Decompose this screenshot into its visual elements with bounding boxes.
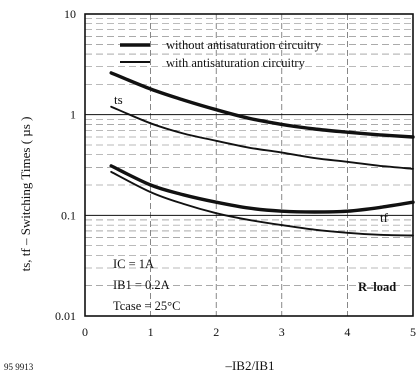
- y-tick-label: 1: [70, 108, 76, 122]
- legend-label-with: with antisaturation circuitry: [166, 56, 306, 70]
- curve-tf-with-antisaturation-circuitry: [110, 170, 414, 237]
- y-tick-label: 0.01: [55, 309, 76, 323]
- x-axis-label: –IB2/IB1: [224, 358, 274, 373]
- curve-ts-with-antisaturation-circuitry: [110, 105, 414, 170]
- y-tick-label: 0.1: [61, 208, 76, 222]
- x-tick-label: 2: [213, 325, 219, 339]
- curve-tf-without-antisaturation-circuitry: [109, 164, 415, 214]
- plot-frame: [84, 13, 414, 317]
- x-tick-label: 5: [410, 325, 416, 339]
- legend-label-without: without antisaturation circuitry: [166, 38, 322, 52]
- curve-label-tf: tf: [380, 210, 389, 225]
- x-tick-label: 4: [344, 325, 350, 339]
- condition-ib1: IB1 = 0.2A: [113, 278, 170, 292]
- x-tick-label: 0: [82, 325, 88, 339]
- x-tick-label: 3: [279, 325, 285, 339]
- test-conditions: IC = 1A IB1 = 0.2A Tcase = 25°C: [113, 257, 180, 313]
- curve-ts-without-antisaturation-circuitry: [109, 71, 415, 139]
- figure-code: 95 9913: [4, 362, 34, 372]
- y-axis-label: ts, tf – Switching Times ( µs ): [18, 117, 33, 272]
- grid-lines: [85, 14, 413, 316]
- tick-labels: 0 1 2 3 4 5 0.01 0.1 1 10: [55, 7, 416, 339]
- curve-label-ts: ts: [114, 92, 123, 107]
- condition-ic: IC = 1A: [113, 257, 154, 271]
- x-tick-label: 1: [148, 325, 154, 339]
- y-tick-label: 10: [64, 7, 76, 21]
- data-curves: [109, 71, 415, 237]
- load-label: R–load: [358, 280, 396, 294]
- legend: without antisaturation circuitry with an…: [120, 38, 322, 70]
- condition-tcase: Tcase = 25°C: [113, 299, 180, 313]
